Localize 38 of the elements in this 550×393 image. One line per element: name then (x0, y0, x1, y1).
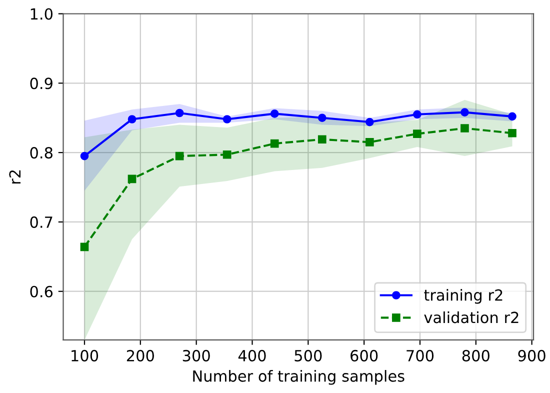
point (413, 110, 422, 119)
point (222, 150, 232, 159)
point (460, 108, 469, 116)
y-tick-label: 0.9 (30, 78, 52, 90)
legend-label: training r2 (424, 288, 502, 304)
x-tick-label: 700 (406, 350, 434, 362)
point (80, 152, 89, 160)
x-tick-label: 800 (462, 350, 490, 362)
point (318, 135, 326, 144)
y-tick-label: 0.6 (30, 286, 53, 298)
x-axis-title: Number of training samples (193, 370, 404, 385)
y-tick-label: 0.7 (30, 216, 52, 228)
x-tick-label: 100 (72, 350, 98, 362)
x-tick-label: 200 (126, 350, 154, 362)
x-tick-label: 300 (182, 350, 210, 362)
point (413, 130, 422, 138)
y-axis-title: r2 (9, 170, 20, 184)
point (80, 242, 89, 252)
point (175, 152, 184, 160)
point (508, 112, 516, 121)
point (128, 174, 136, 184)
x-tick-label: 900 (518, 350, 546, 362)
y-tick-label: 0.8 (30, 147, 52, 159)
point (366, 118, 374, 126)
point (175, 108, 184, 118)
x-tick-label: 500 (294, 350, 322, 362)
point (128, 115, 136, 124)
legend-label: validation r2 (424, 311, 518, 324)
point (270, 110, 279, 118)
y-tick-label: 1.0 (30, 8, 53, 20)
point (508, 128, 516, 138)
x-tick-label: 400 (238, 350, 266, 362)
point (270, 139, 279, 148)
point (366, 138, 374, 146)
point (222, 115, 232, 124)
point (460, 124, 469, 132)
point (318, 114, 326, 122)
x-tick-label: 600 (350, 350, 378, 362)
